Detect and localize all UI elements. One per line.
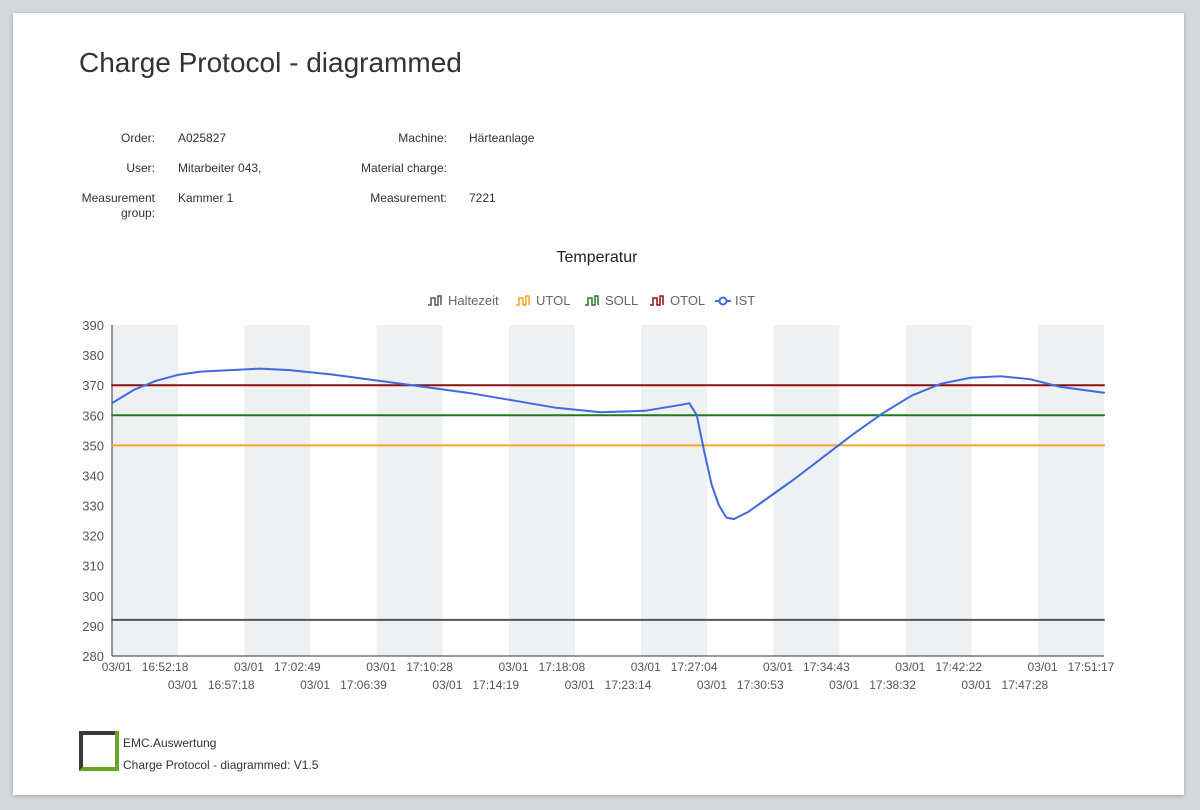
legend-ist-icon xyxy=(718,296,728,306)
x-tick-label: 03/01 17:14:19 xyxy=(432,678,519,692)
group-label: Measurement group: xyxy=(63,191,155,221)
footer-version: Charge Protocol - diagrammed: V1.5 xyxy=(123,758,319,772)
x-tick-label: 03/01 17:10:28 xyxy=(366,660,453,674)
chart-band xyxy=(244,325,311,656)
legend-utol-label: UTOL xyxy=(536,293,570,308)
legend-otol-label: OTOL xyxy=(670,293,705,308)
chart-band xyxy=(773,325,840,656)
y-tick-label: 290 xyxy=(82,619,104,634)
y-tick-label: 360 xyxy=(82,408,104,423)
user-value: Mitarbeiter 043, xyxy=(178,161,262,175)
group-value: Kammer 1 xyxy=(178,191,234,205)
x-tick-label: 03/01 17:38:32 xyxy=(829,678,916,692)
y-tick-label: 330 xyxy=(82,499,104,514)
x-tick-label: 03/01 16:52:18 xyxy=(102,660,189,674)
measurement-value: 7221 xyxy=(469,191,496,205)
temperature-chart: 280 290 300 310 320 330 340 350 360 370 380 390 03/0… xyxy=(82,249,1115,692)
x-tick-label: 03/01 17:47:28 xyxy=(961,678,1048,692)
footer-app-name: EMC.Auswertung xyxy=(123,736,217,750)
user-label: User: xyxy=(126,161,155,175)
report-page: Charge Protocol - diagrammed Order: A025… xyxy=(13,13,1184,795)
chart-band xyxy=(1037,325,1104,656)
x-tick-label: 03/01 17:30:53 xyxy=(697,678,784,692)
chart-band xyxy=(376,325,443,656)
legend-haltezeit-icon xyxy=(428,295,442,306)
chart-band xyxy=(112,325,179,656)
y-tick-label: 390 xyxy=(82,318,104,333)
x-tick-label: 03/01 17:42:22 xyxy=(895,660,982,674)
x-tick-label: 03/01 17:06:39 xyxy=(300,678,387,692)
chart-title: Temperatur xyxy=(557,249,639,266)
emc-logo-icon xyxy=(79,731,119,771)
legend-ist-label: IST xyxy=(735,293,755,308)
y-tick-label: 320 xyxy=(82,529,104,544)
group-label-line2: group: xyxy=(120,206,155,220)
legend-otol-icon xyxy=(650,295,664,306)
legend-soll-label: SOLL xyxy=(605,293,638,308)
material-label: Material charge: xyxy=(360,161,447,175)
legend-haltezeit-label: Haltezeit xyxy=(448,293,499,308)
machine-value: Härteanlage xyxy=(469,131,535,145)
y-tick-label: 370 xyxy=(82,378,104,393)
measurement-label: Measurement: xyxy=(370,191,447,205)
y-tick-label: 350 xyxy=(82,438,104,453)
y-tick-label: 340 xyxy=(82,468,104,483)
y-tick-label: 280 xyxy=(82,649,104,664)
x-tick-label: 03/01 17:23:14 xyxy=(565,678,652,692)
machine-label: Machine: xyxy=(398,131,447,145)
group-label-line1: Measurement xyxy=(81,191,155,205)
page-title: Charge Protocol - diagrammed xyxy=(79,47,462,78)
y-tick-label: 300 xyxy=(82,589,104,604)
legend-soll-icon xyxy=(585,295,599,306)
x-tick-label: 03/01 17:34:43 xyxy=(763,660,850,674)
chart-band xyxy=(641,325,708,656)
x-tick-label: 03/01 17:18:08 xyxy=(498,660,585,674)
chart-band xyxy=(508,325,575,656)
y-tick-label: 380 xyxy=(82,348,104,363)
order-value: A025827 xyxy=(178,131,227,145)
x-tick-label: 03/01 16:57:18 xyxy=(168,678,255,692)
legend-utol-icon xyxy=(516,295,530,306)
x-tick-label: 03/01 17:02:49 xyxy=(234,660,321,674)
series-line-ist xyxy=(111,367,1105,521)
x-tick-label: 03/01 17:51:17 xyxy=(1028,660,1115,674)
x-tick-label: 03/01 17:27:04 xyxy=(631,660,718,674)
order-label: Order: xyxy=(120,131,155,145)
y-tick-label: 310 xyxy=(82,559,104,574)
chart-band xyxy=(905,325,972,656)
